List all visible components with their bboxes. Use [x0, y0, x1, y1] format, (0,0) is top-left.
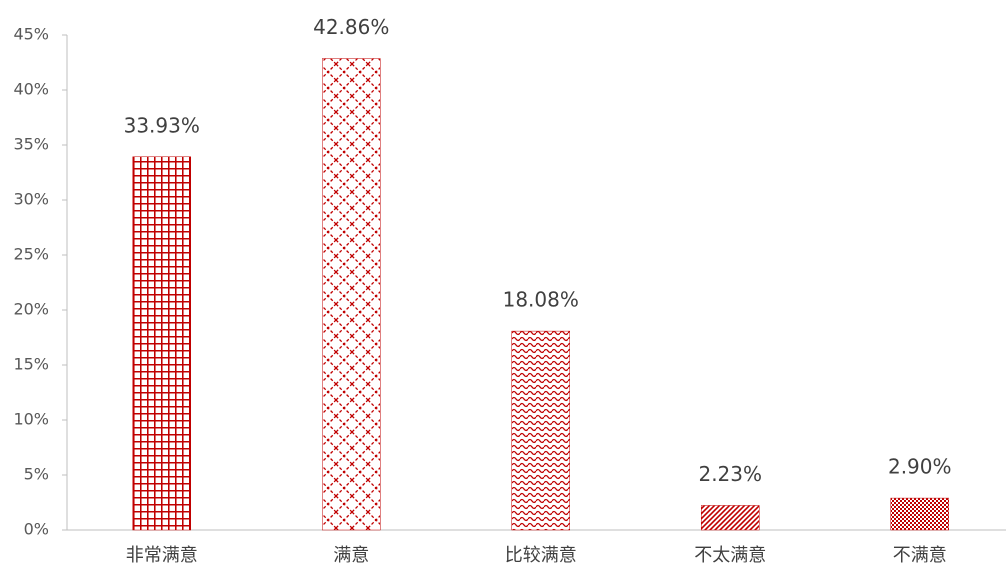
data-label: 42.86%	[313, 15, 389, 39]
data-label: 33.93%	[124, 113, 200, 137]
x-tick-label: 非常满意	[126, 545, 198, 566]
y-tick-label: 10%	[13, 410, 49, 429]
y-tick-label: 20%	[13, 300, 49, 319]
x-tick-label: 不太满意	[694, 545, 766, 566]
y-tick-label: 5%	[24, 465, 49, 484]
y-tick-label: 15%	[13, 355, 49, 374]
bar	[132, 156, 191, 531]
bar	[701, 505, 760, 531]
x-tick-label: 比较满意	[505, 545, 577, 566]
bar	[890, 497, 949, 531]
data-label: 2.23%	[698, 462, 762, 486]
y-tick-label: 35%	[13, 135, 49, 154]
data-label: 18.08%	[503, 288, 579, 312]
y-tick-label: 30%	[13, 190, 49, 209]
x-tick-label: 满意	[333, 545, 369, 566]
x-tick-label: 不满意	[893, 545, 947, 566]
y-tick-label: 45%	[13, 25, 49, 44]
y-tick-label: 40%	[13, 80, 49, 99]
y-tick-label: 25%	[13, 245, 49, 264]
bar	[322, 58, 381, 531]
y-tick-label: 0%	[24, 520, 49, 539]
bar	[511, 330, 570, 531]
data-label: 2.90%	[888, 455, 952, 479]
